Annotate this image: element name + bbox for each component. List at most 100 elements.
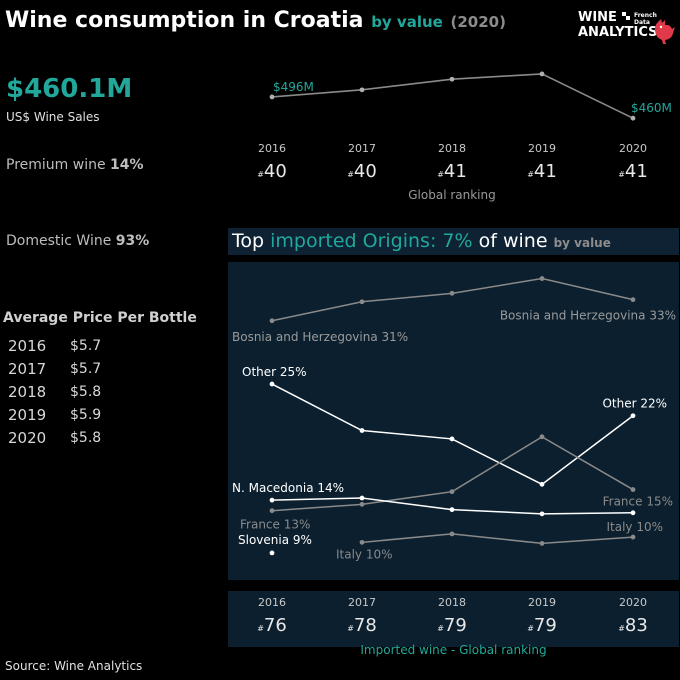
rooster-icon: [654, 19, 675, 44]
series-point: [539, 481, 545, 487]
price-row: 2016 $5.7: [8, 334, 101, 357]
logo-analytics: ANALYTICS: [578, 25, 658, 40]
price-year: 2017: [8, 359, 47, 378]
price-value: $5.9: [70, 406, 102, 423]
series-point: [269, 381, 275, 387]
imported-title-bar: [228, 228, 679, 255]
series-data-label: France 15%: [603, 495, 673, 509]
series-data-label: Bosnia and Herzegovina 33%: [500, 309, 676, 323]
series-point: [449, 290, 455, 296]
series-data-label: N. Macedonia 14%: [232, 481, 344, 495]
title-main: Wine consumption in Croatia: [5, 8, 364, 33]
series-point: [359, 501, 365, 507]
ranking-year-label: 2018: [438, 142, 466, 155]
sales-data-label: $496M: [273, 80, 314, 94]
ranking-year-label: 2016: [258, 142, 286, 155]
sales-point: [449, 76, 455, 82]
price-year: 2018: [8, 382, 47, 401]
premium-wine-stat: Premium wine 14%: [6, 157, 144, 173]
imported-chart-panel: [228, 262, 679, 580]
series-point: [269, 497, 275, 503]
series-point: [269, 550, 275, 556]
imported-ranking-year: 2017: [348, 596, 376, 609]
series-data-label: Italy 10%: [336, 547, 393, 561]
wine-sales-label: US$ Wine Sales: [6, 110, 100, 124]
imported-ranking-value: #83: [618, 615, 648, 636]
price-value: $5.8: [70, 383, 102, 400]
ranking-value: #41: [437, 161, 467, 182]
imported-title: Top imported Origins: 7% of wine by valu…: [232, 230, 611, 252]
imported-ranking-panel: [228, 591, 679, 647]
price-row: 2017 $5.7: [8, 357, 101, 380]
source-note: Source: Wine Analytics: [5, 659, 143, 673]
ranking-year-label: 2020: [619, 142, 647, 155]
imported-ranking-caption: Imported wine - Global ranking: [360, 643, 547, 657]
wine-sales-value: $460.1M: [6, 74, 133, 104]
domestic-wine-stat: Domestic Wine 93%: [6, 233, 149, 249]
domestic-label: Domestic Wine: [6, 233, 112, 249]
series-point: [630, 413, 636, 419]
series-point: [630, 487, 636, 492]
ranking-year-label: 2017: [348, 142, 376, 155]
price-year: 2016: [8, 336, 47, 355]
imported-ranking-value: #79: [527, 615, 557, 636]
series-data-label: Bosnia and Herzegovina 31%: [232, 330, 408, 344]
imported-ranking-value: #79: [437, 615, 467, 636]
wine-sales-chart: $496M $460M 2016 2017 2018 2019 2020 #40 #40 #41 #…: [257, 71, 672, 202]
premium-label: Premium wine: [6, 157, 106, 173]
series-point: [449, 507, 455, 513]
domestic-value: 93%: [115, 233, 150, 249]
price-row: 2018 $5.8: [8, 380, 101, 403]
price-row: 2020 $5.8: [8, 426, 101, 449]
avg-price-table: 2016 $5.7 2017 $5.7 2018 $5.8 2019 $5.9 2020 $5.8: [8, 334, 101, 449]
imported-ranking-year: 2016: [258, 596, 286, 609]
series-point: [359, 539, 365, 545]
sales-point: [539, 71, 545, 77]
series-point: [449, 436, 455, 442]
series-point: [539, 276, 545, 281]
series-line: [361, 533, 634, 545]
imported-ranking-year: 2020: [619, 596, 647, 609]
series-point: [539, 434, 545, 440]
price-value: $5.8: [70, 429, 102, 446]
imported-ranking-value: #76: [257, 615, 287, 636]
title-by-value: by value: [371, 13, 443, 31]
series-point: [269, 508, 275, 514]
imported-ranking-value: #78: [347, 615, 377, 636]
imported-ranking-row: 2016 2017 2018 2019 2020 #76 #78 #79 #79 #83: [257, 596, 648, 636]
ranking-year-label: 2019: [528, 142, 556, 155]
series-point: [630, 297, 636, 303]
series-point: [539, 511, 545, 517]
series-point: [359, 299, 365, 305]
price-row: 2019 $5.9: [8, 403, 101, 426]
price-year: 2019: [8, 405, 47, 424]
series-point: [449, 489, 455, 495]
checker-icon: [622, 12, 630, 20]
sales-point: [359, 87, 365, 93]
series-point: [630, 534, 636, 540]
ranking-value: #40: [257, 161, 287, 182]
imported-ranking-year: 2018: [438, 596, 466, 609]
price-value: $5.7: [70, 337, 102, 354]
imported-ranking-year: 2019: [528, 596, 556, 609]
imported-origins-chart: Bosnia and Herzegovina 31% Bosnia and Her…: [232, 276, 676, 561]
ranking-caption: Global ranking: [408, 188, 496, 202]
series-point: [449, 531, 455, 537]
sales-data-label: $460M: [631, 101, 672, 115]
series-point: [359, 495, 365, 501]
price-value: $5.7: [70, 360, 102, 377]
series-point: [269, 318, 275, 324]
series-data-label: Other 25%: [242, 365, 307, 379]
series-data-label: Italy 10%: [606, 520, 663, 534]
sales-point: [630, 115, 636, 121]
series-point: [539, 541, 545, 546]
series-point: [359, 428, 365, 433]
series-data-label: France 13%: [240, 518, 310, 532]
logo-french-data: French Data: [634, 12, 657, 26]
series-point: [630, 510, 636, 516]
series-data-label: Slovenia 9%: [238, 533, 312, 547]
series-line: [271, 383, 634, 486]
page-title: Wine consumption in Croatia by value (20…: [5, 8, 506, 33]
series-data-label: Other 22%: [602, 397, 667, 411]
ranking-value: #41: [527, 161, 557, 182]
